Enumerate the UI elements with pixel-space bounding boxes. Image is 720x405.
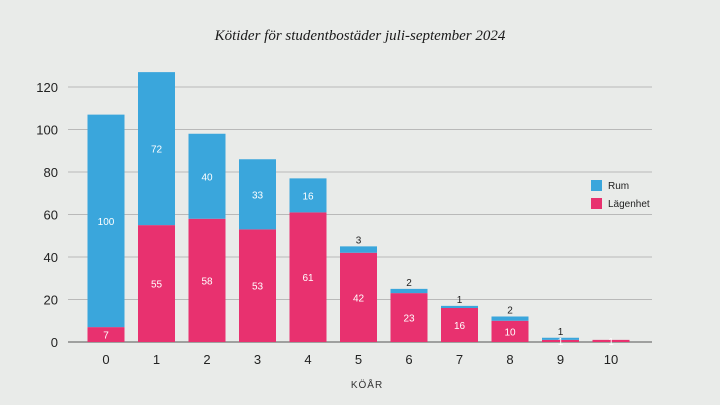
bar-lagenhet (592, 339, 630, 342)
data-label-lagenhet: 53 (252, 282, 264, 293)
bar-rum (491, 316, 529, 321)
data-label-rum: 33 (252, 190, 264, 201)
x-tick-label: 8 (506, 352, 513, 367)
data-label-lagenhet: 10 (504, 327, 516, 338)
bar-lagenhet (491, 320, 529, 342)
x-tick-label: 5 (355, 352, 362, 367)
data-label-lagenhet: 7 (103, 331, 109, 342)
data-label-rum: 2 (507, 306, 513, 317)
bar-lagenhet (441, 308, 478, 342)
x-tick-label: 0 (102, 352, 109, 367)
bar-rum (340, 246, 377, 253)
data-label-rum: 16 (302, 191, 314, 202)
x-axis-label: KÖÅR (351, 378, 383, 391)
data-label-rum: 2 (406, 278, 412, 289)
x-axis-ticks: 0 1 2 3 4 5 6 7 8 9 10 (102, 352, 618, 367)
data-label-lagenhet: 23 (403, 314, 415, 325)
x-tick-label: 3 (254, 352, 261, 367)
y-tick-label: 120 (36, 80, 58, 95)
x-tick-label: 9 (557, 352, 564, 367)
chart-title: Kötider för studentbostäder juli-septemb… (214, 28, 506, 44)
y-tick-label: 20 (44, 293, 58, 308)
bar-rum (441, 305, 478, 308)
data-label-lagenhet: 1 (558, 337, 564, 348)
data-label-rum: 1 (457, 295, 463, 306)
data-label-rum: 72 (151, 145, 163, 156)
x-tick-label: 7 (456, 352, 463, 367)
y-axis-ticks: 0 20 40 60 80 100 120 (36, 80, 58, 350)
data-label-rum: 100 (98, 217, 115, 228)
bar-lagenhet (87, 327, 125, 342)
bar-rum (289, 178, 327, 213)
y-tick-label: 100 (36, 123, 58, 138)
bar-rum (138, 72, 175, 226)
bar-lagenhet (188, 218, 226, 342)
x-tick-label: 2 (203, 352, 210, 367)
legend: Rum Lägenhet (591, 180, 650, 210)
x-tick-label: 10 (604, 352, 618, 367)
y-tick-label: 40 (44, 250, 58, 265)
y-tick-label: 80 (44, 165, 58, 180)
legend-label: Rum (608, 181, 629, 192)
data-label-rum: 3 (356, 235, 362, 246)
data-label-lagenhet: 16 (454, 321, 466, 332)
bar-lagenhet (239, 229, 276, 342)
y-tick-label: 0 (51, 335, 58, 350)
data-label-lagenhet: 55 (151, 280, 163, 291)
bar-rum (239, 159, 276, 230)
data-label-lagenhet: 42 (353, 293, 365, 304)
x-tick-label: 1 (153, 352, 160, 367)
bar-rum (542, 337, 579, 340)
y-tick-label: 60 (44, 208, 58, 223)
bar-lagenhet (542, 339, 579, 342)
bar-lagenhet (138, 225, 175, 342)
bar-rum (188, 133, 226, 219)
bar-lagenhet (340, 252, 377, 342)
legend-label: Lägenhet (608, 199, 650, 210)
x-tick-label: 6 (405, 352, 412, 367)
x-tick-label: 4 (304, 352, 311, 367)
legend-swatch (591, 180, 602, 191)
bar-lagenhet (289, 212, 327, 342)
bar-rum (87, 114, 125, 328)
data-label-lagenhet: 61 (302, 273, 314, 284)
bar-lagenhet (390, 293, 428, 342)
bar-rum (390, 288, 428, 294)
data-label-lagenhet: 1 (608, 337, 614, 348)
data-label-rum: 1 (558, 327, 564, 338)
legend-swatch (591, 198, 602, 209)
data-label-lagenhet: 58 (201, 276, 213, 287)
data-label-rum: 40 (201, 172, 213, 183)
